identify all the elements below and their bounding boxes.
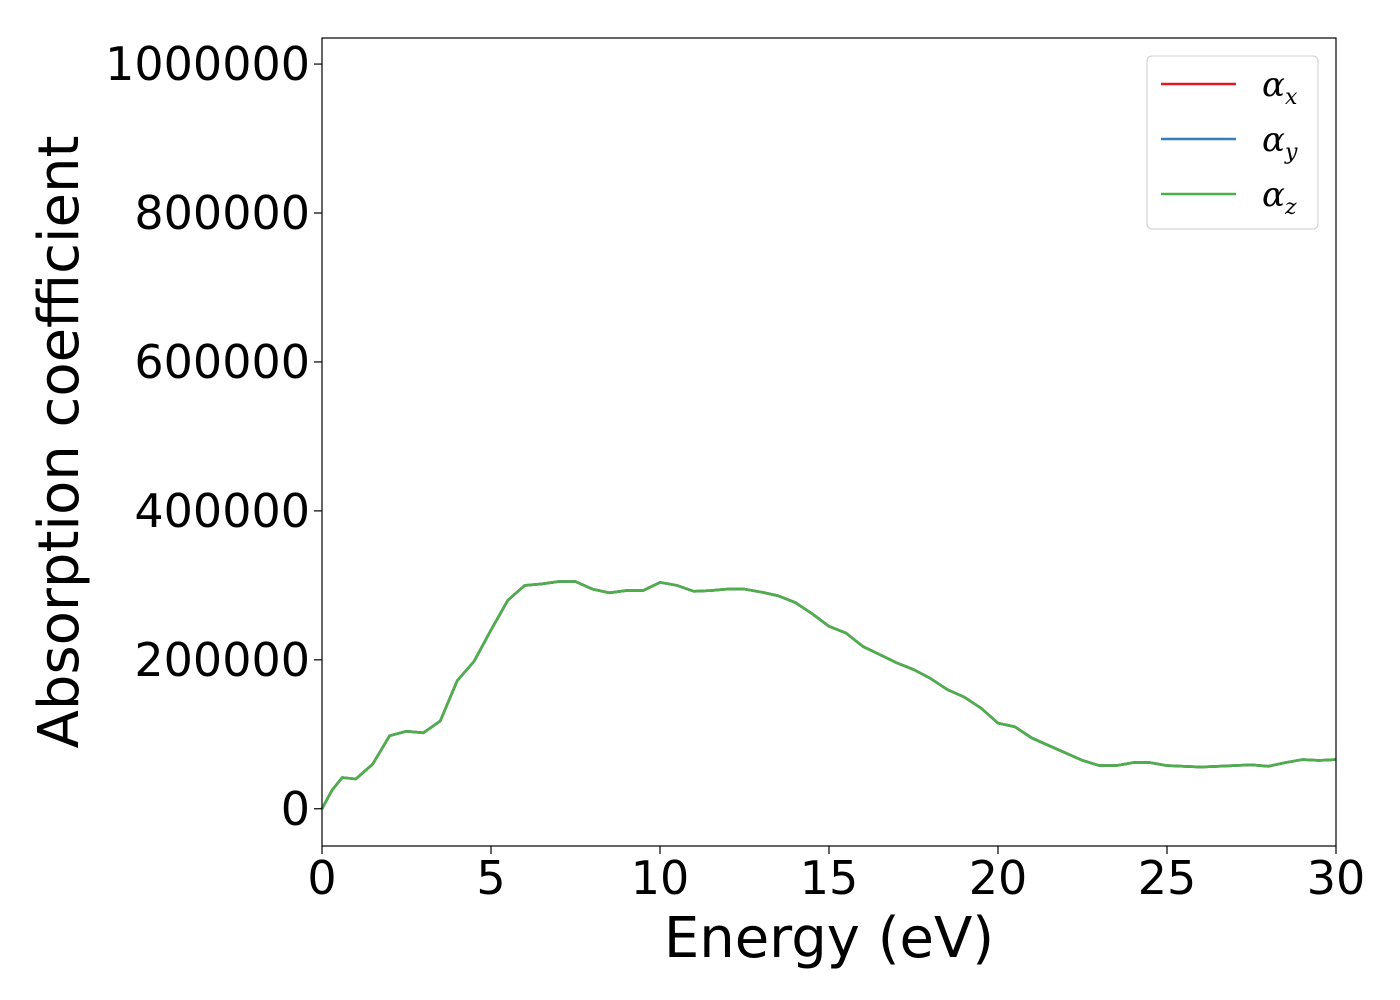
x-tick-label: 10	[631, 851, 690, 905]
x-tick-label: 5	[476, 851, 505, 905]
y-tick-label: 0	[281, 782, 310, 836]
series-line-3	[320, 580, 1337, 810]
x-axis-label: Energy (eV)	[664, 906, 994, 971]
y-tick-label: 1000000	[105, 37, 310, 91]
y-tick-label: 400000	[134, 484, 310, 538]
x-tick-label: 25	[1138, 851, 1197, 905]
y-tick-label: 600000	[134, 335, 310, 389]
y-tick-label: 200000	[134, 633, 310, 687]
legend-box	[1146, 55, 1319, 230]
x-tick-label: 15	[800, 851, 859, 905]
x-tick-label: 20	[969, 851, 1028, 905]
y-tick-label: 800000	[134, 186, 310, 240]
x-tick-label: 0	[307, 851, 336, 905]
series-layer	[320, 580, 1337, 810]
x-tick-label: 30	[1307, 851, 1366, 905]
x-axis-ticks: 0 5 10 15 20 25 30	[307, 846, 1365, 905]
y-axis-ticks: 0 200000 400000 600000 800000 1000000	[105, 37, 322, 836]
y-axis-label: Absorption coefficient	[27, 136, 92, 749]
